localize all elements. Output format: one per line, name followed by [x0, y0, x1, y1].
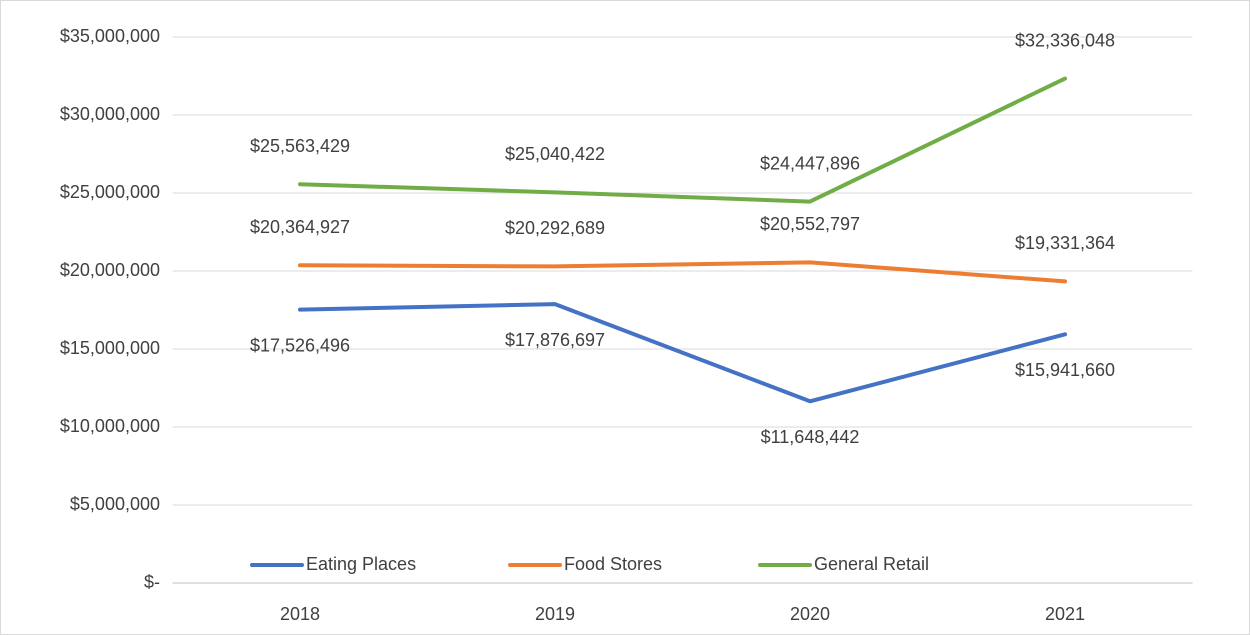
y-tick-label: $10,000,000 [60, 416, 160, 436]
y-tick-label: $25,000,000 [60, 182, 160, 202]
data-label: $17,876,697 [505, 330, 605, 350]
data-label: $20,364,927 [250, 217, 350, 237]
legend-label: General Retail [814, 554, 929, 574]
y-tick-label: $35,000,000 [60, 26, 160, 46]
legend-label: Food Stores [564, 554, 662, 574]
data-label: $15,941,660 [1015, 360, 1115, 380]
series-line [298, 76, 1067, 204]
y-tick-label: $15,000,000 [60, 338, 160, 358]
data-label: $25,040,422 [505, 144, 605, 164]
x-tick-label: 2020 [790, 604, 830, 624]
data-label: $20,292,689 [505, 218, 605, 238]
x-tick-label: 2018 [280, 604, 320, 624]
data-label: $17,526,496 [250, 335, 350, 355]
series-line [298, 260, 1067, 284]
data-label: $19,331,364 [1015, 233, 1115, 253]
series-line [298, 302, 1067, 404]
y-tick-label: $- [144, 572, 160, 592]
data-label: $25,563,429 [250, 136, 350, 156]
legend-label: Eating Places [306, 554, 416, 574]
data-label: $11,648,442 [761, 427, 860, 447]
y-tick-label: $20,000,000 [60, 260, 160, 280]
x-tick-label: 2019 [535, 604, 575, 624]
data-label: $32,336,048 [1015, 30, 1115, 50]
y-tick-label: $30,000,000 [60, 104, 160, 124]
data-label: $24,447,896 [760, 153, 860, 173]
y-tick-label: $5,000,000 [70, 494, 160, 514]
x-tick-label: 2021 [1045, 604, 1085, 624]
data-label: $20,552,797 [760, 214, 860, 234]
